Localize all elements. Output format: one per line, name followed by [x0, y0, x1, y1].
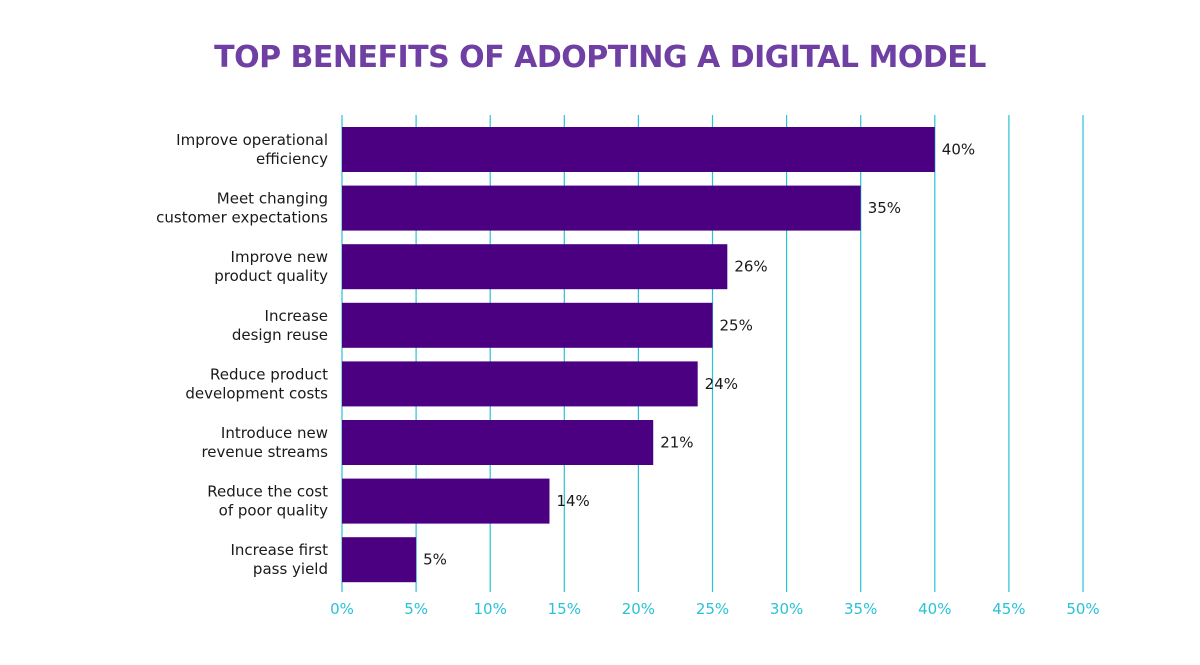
x-tick-label: 20% [622, 600, 655, 618]
value-label: 25% [720, 316, 753, 334]
x-tick-label: 45% [992, 600, 1025, 618]
x-tick-label: 30% [770, 600, 803, 618]
category-label: Improve new product quality [214, 248, 328, 285]
bar [342, 537, 417, 583]
bar [342, 185, 861, 231]
category-label: Increase first pass yield [230, 541, 328, 578]
value-label: 14% [556, 492, 589, 510]
x-tick-label: 0% [330, 600, 354, 618]
category-label: Reduce the cost of poor quality [207, 483, 328, 520]
value-label: 5% [423, 551, 447, 569]
value-label: 40% [942, 141, 975, 159]
x-tick-label: 50% [1066, 600, 1099, 618]
x-tick-label: 5% [404, 600, 428, 618]
x-axis-ticks: 0% 5% 10% 15% 20% 25% 30% 35% 40% 45% 50% [330, 600, 1100, 618]
value-label: 35% [868, 199, 901, 217]
bar [342, 302, 713, 348]
bar [342, 127, 935, 172]
x-tick-label: 35% [844, 600, 877, 618]
value-label: 24% [705, 375, 738, 393]
category-label: Increase design reuse [232, 307, 328, 344]
category-labels: Improve operational efficiency Meet changi… [156, 131, 328, 578]
bar [342, 361, 698, 407]
chart-title: TOP BENEFITS OF ADOPTING A DIGITAL MODEL [214, 40, 986, 75]
category-label: Meet changing customer expectations [156, 190, 328, 227]
x-tick-label: 25% [696, 600, 729, 618]
x-tick-label: 40% [918, 600, 951, 618]
value-label: 21% [660, 434, 693, 452]
category-label: Improve operational efficiency [176, 131, 328, 168]
bars [342, 127, 935, 583]
bar [342, 244, 728, 290]
category-label: Introduce new revenue streams [201, 424, 328, 461]
bar [342, 478, 550, 524]
category-label: Reduce product development costs [185, 365, 328, 402]
bar [342, 420, 654, 465]
x-tick-label: 15% [548, 600, 581, 618]
x-tick-label: 10% [474, 600, 507, 618]
value-label: 26% [734, 258, 767, 276]
value-labels: 40% 35% 26% 25% 24% 21% 14% 5% [423, 141, 975, 569]
